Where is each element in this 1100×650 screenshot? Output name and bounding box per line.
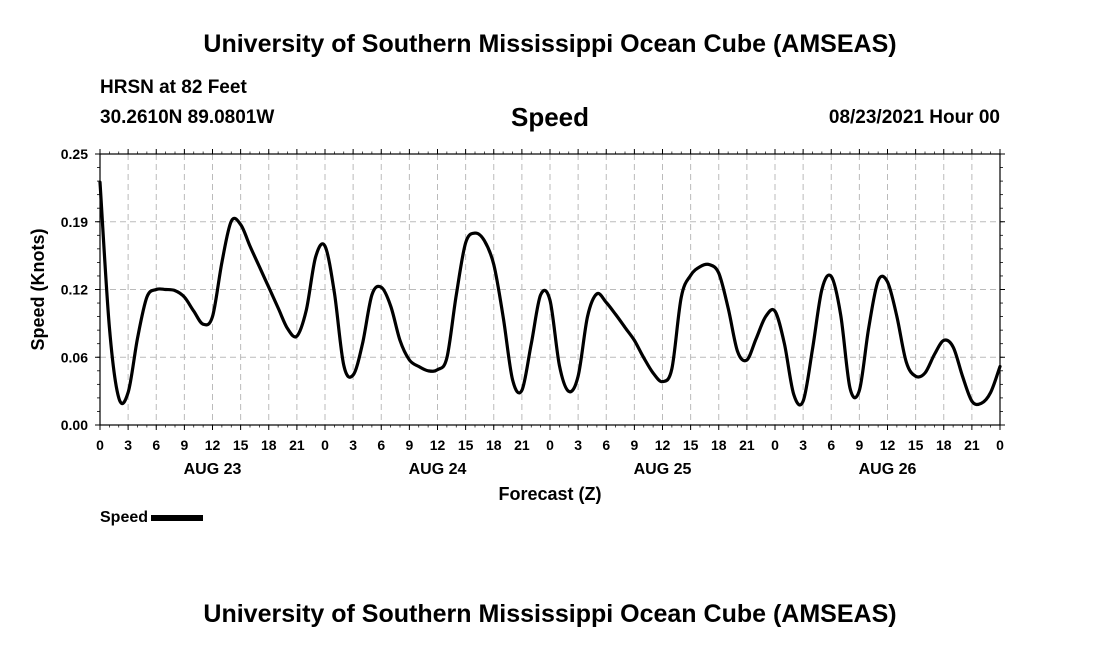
speed-series-line xyxy=(98,180,1002,407)
x-tick-label: 21 xyxy=(964,437,980,453)
x-tick-label: 12 xyxy=(655,437,671,453)
x-tick-label: 9 xyxy=(855,437,863,453)
x-tick-label: 6 xyxy=(602,437,610,453)
chart-title: Speed xyxy=(510,102,590,132)
x-tick-label: 15 xyxy=(233,437,249,453)
x-tick-label: 15 xyxy=(908,437,924,453)
x-tick-label: 21 xyxy=(739,437,755,453)
x-tick-label: 0 xyxy=(321,437,329,453)
x-tick-label: 0 xyxy=(546,437,554,453)
y-tick-label: 0.06 xyxy=(61,349,88,365)
x-tick-label: 3 xyxy=(349,437,357,453)
y-tick-label: 0.19 xyxy=(61,214,88,230)
day-label: AUG 23 xyxy=(184,461,242,478)
y-tick-label: 0.25 xyxy=(61,146,88,162)
x-tick-label: 12 xyxy=(205,437,221,453)
day-label: AUG 26 xyxy=(859,461,917,478)
x-tick-label: 6 xyxy=(152,437,160,453)
x-tick-label: 9 xyxy=(630,437,638,453)
x-tick-label: 0 xyxy=(996,437,1004,453)
x-tick-label: 18 xyxy=(486,437,502,453)
top-title: University of Southern Mississippi Ocean… xyxy=(203,30,897,58)
x-axis-title: Forecast (Z) xyxy=(498,484,601,504)
x-tick-label: 3 xyxy=(799,437,807,453)
x-tick-label: 6 xyxy=(827,437,835,453)
x-tick-label: 0 xyxy=(771,437,779,453)
x-tick-label: 21 xyxy=(289,437,305,453)
x-tick-label: 15 xyxy=(683,437,699,453)
day-label: AUG 25 xyxy=(634,461,692,478)
run-time-label: 08/23/2021 Hour 00 xyxy=(828,107,1000,128)
x-tick-label: 18 xyxy=(711,437,727,453)
station-label: HRSN at 82 Feet xyxy=(100,77,247,98)
plot-frame xyxy=(99,153,1001,426)
y-tick-label: 0.12 xyxy=(61,282,88,298)
coordinates-label: 30.2610N 89.0801W xyxy=(100,107,275,128)
x-tick-label: 12 xyxy=(430,437,446,453)
y-axis-title: Speed (Knots) xyxy=(28,228,48,350)
y-tick-label: 0.00 xyxy=(61,417,88,433)
x-tick-label: 21 xyxy=(514,437,530,453)
bottom-title: University of Southern Mississippi Ocean… xyxy=(203,600,897,628)
x-tick-labels: 0 3 6 9 12 15 18 21 0 3 6 9 12 15 18 21 0 3 6 9 12 15 18 21 0 3 6 9… xyxy=(96,437,1004,453)
x-tick-label: 3 xyxy=(574,437,582,453)
grid-lines xyxy=(100,154,1000,425)
y-tick-labels: 0.00 0.06 0.12 0.19 0.25 xyxy=(61,146,88,433)
day-label: AUG 24 xyxy=(409,461,467,478)
x-tick-label: 9 xyxy=(180,437,188,453)
x-tick-label: 18 xyxy=(261,437,277,453)
x-tick-label: 12 xyxy=(880,437,896,453)
x-tick-label: 18 xyxy=(936,437,952,453)
legend-label: Speed xyxy=(100,509,149,526)
x-tick-label: 3 xyxy=(124,437,132,453)
x-tick-label: 15 xyxy=(458,437,474,453)
legend: Speed xyxy=(100,509,204,527)
day-labels: AUG 23 AUG 24 AUG 25 AUG 26 xyxy=(184,461,917,478)
x-tick-label: 6 xyxy=(377,437,385,453)
x-tick-label: 0 xyxy=(96,437,104,453)
legend-line-swatch xyxy=(151,515,204,521)
x-tick-label: 9 xyxy=(405,437,413,453)
